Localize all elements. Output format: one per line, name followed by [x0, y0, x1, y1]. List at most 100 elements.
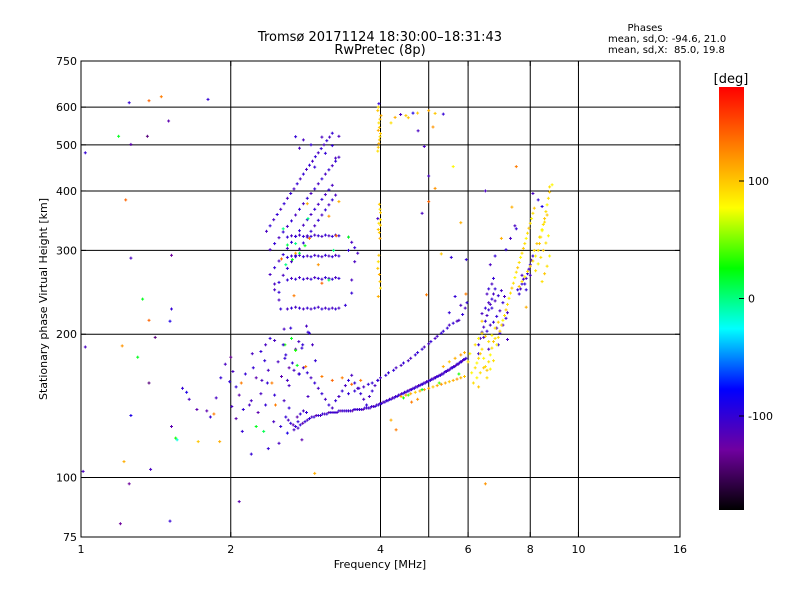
data-point	[129, 414, 133, 417]
data-point	[487, 301, 491, 305]
data-point	[323, 193, 327, 197]
data-point	[285, 378, 289, 382]
data-point	[473, 366, 477, 370]
data-point	[526, 269, 529, 273]
data-point	[447, 368, 451, 372]
data-point	[441, 372, 445, 376]
data-point	[473, 343, 477, 347]
data-point	[544, 241, 548, 245]
data-point	[313, 207, 317, 211]
scatter-points	[81, 95, 554, 526]
data-point	[429, 340, 433, 344]
data-point	[311, 343, 314, 347]
data-point	[455, 377, 459, 381]
data-point	[223, 362, 227, 366]
data-point	[300, 346, 304, 350]
data-point	[298, 276, 301, 280]
data-point	[301, 307, 305, 311]
data-point	[480, 319, 484, 323]
data-point	[273, 393, 277, 397]
data-point	[334, 159, 338, 163]
data-point	[404, 393, 408, 397]
data-point	[308, 417, 311, 421]
data-point	[350, 409, 354, 413]
data-point	[418, 389, 422, 393]
data-point	[377, 253, 381, 257]
data-point	[366, 406, 370, 410]
data-point	[305, 371, 309, 375]
data-point	[463, 306, 467, 310]
data-point	[359, 378, 363, 382]
data-point	[451, 321, 455, 325]
data-point	[277, 290, 281, 294]
data-point	[280, 257, 283, 261]
data-point	[517, 285, 521, 288]
data-point	[274, 403, 277, 407]
data-point	[421, 382, 425, 386]
data-point	[373, 405, 377, 408]
axis-ticks: 1 2 4 6 8 10 16 75 100 200 300 400 500 600 750	[56, 55, 687, 556]
data-point	[493, 287, 497, 291]
data-point	[306, 217, 310, 221]
x-tick-label: 4	[377, 543, 384, 556]
data-point	[377, 142, 381, 146]
stats-x-mode: mean, sd,X: 85.0, 19.8	[608, 45, 725, 56]
data-point	[524, 305, 528, 309]
data-point	[268, 224, 272, 228]
data-point	[313, 155, 317, 159]
data-point	[416, 351, 420, 355]
data-point	[376, 260, 380, 264]
data-point	[149, 467, 153, 471]
data-point	[477, 385, 481, 389]
data-point	[249, 399, 253, 403]
data-point	[219, 376, 223, 380]
data-point	[334, 276, 338, 280]
data-point	[409, 392, 413, 396]
data-point	[316, 276, 320, 280]
data-point	[524, 288, 528, 292]
data-point	[319, 414, 322, 417]
data-point	[343, 384, 347, 388]
data-point	[268, 248, 272, 252]
data-point	[289, 326, 293, 330]
data-point	[309, 229, 313, 233]
data-point	[286, 418, 290, 422]
data-point	[420, 211, 424, 215]
data-point	[249, 452, 253, 456]
data-point	[285, 196, 289, 200]
data-point	[237, 393, 241, 397]
data-point	[127, 101, 131, 105]
data-point	[283, 356, 287, 360]
data-point	[495, 343, 499, 347]
data-point	[377, 121, 381, 125]
data-point	[325, 139, 329, 143]
data-point	[181, 386, 184, 390]
data-point	[356, 408, 360, 411]
data-point	[404, 114, 408, 118]
data-point	[240, 429, 244, 433]
data-point	[524, 276, 528, 280]
data-point	[482, 325, 486, 329]
data-point	[285, 224, 289, 228]
data-point	[528, 273, 532, 277]
data-point	[387, 371, 390, 375]
data-point	[373, 384, 377, 388]
data-point	[122, 460, 126, 464]
data-point	[413, 353, 417, 357]
colorbar-ticks: 100 0 -100	[739, 175, 773, 423]
data-point	[532, 248, 536, 252]
data-point	[404, 390, 408, 394]
data-point	[272, 420, 276, 424]
data-point	[492, 359, 495, 363]
data-point	[356, 251, 360, 255]
data-point	[337, 276, 341, 280]
data-point	[548, 190, 552, 194]
data-point	[292, 428, 296, 432]
data-point	[313, 224, 317, 228]
data-point	[506, 338, 509, 341]
x-tick-label: 1	[78, 543, 85, 556]
data-point	[337, 155, 341, 159]
data-point	[287, 406, 291, 410]
data-point	[498, 329, 502, 333]
data-point	[384, 373, 388, 377]
